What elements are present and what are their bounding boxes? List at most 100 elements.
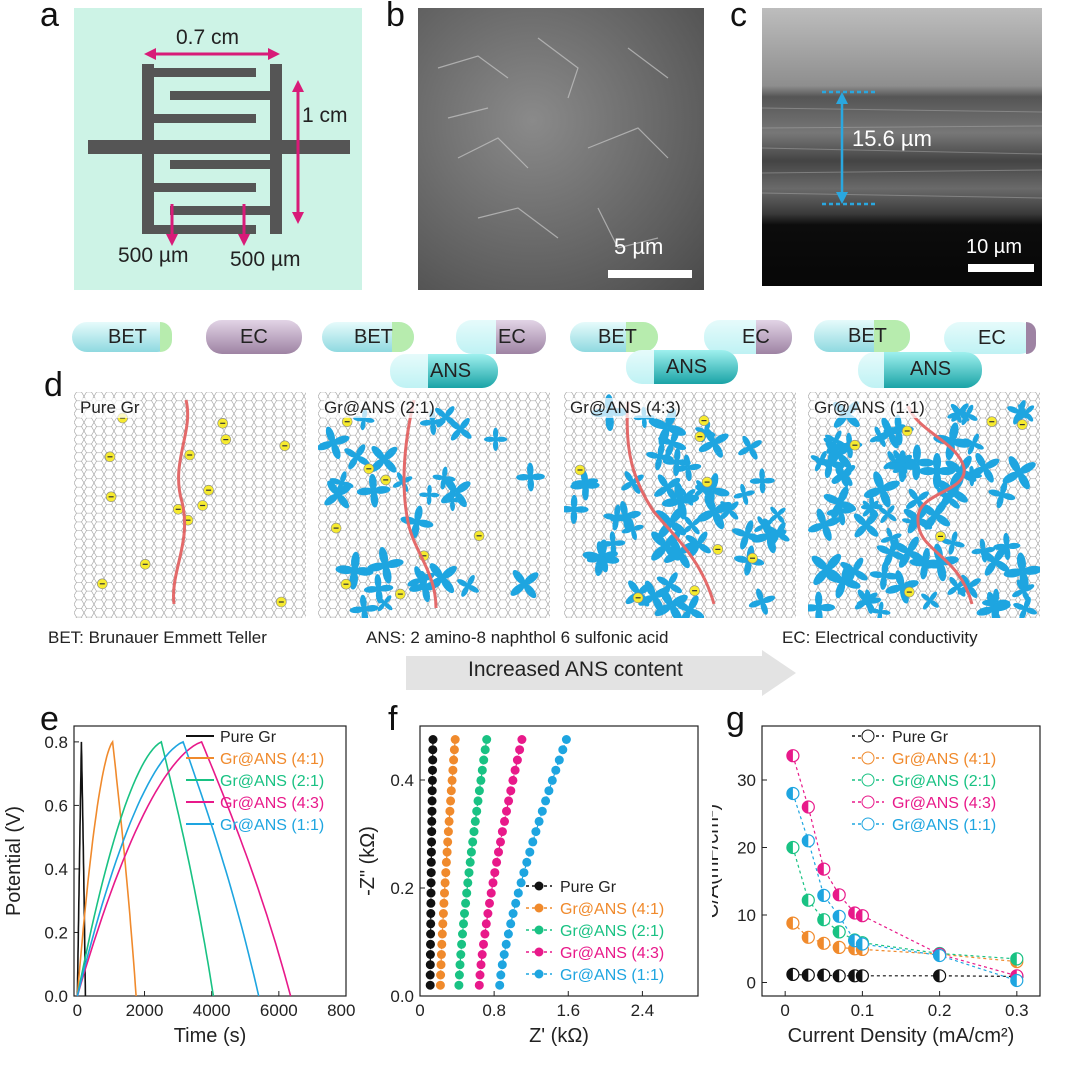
legend-marker — [534, 903, 544, 913]
x-tick-label: 2000 — [126, 1001, 164, 1020]
legend-entry: Gr@ANS (1:1) — [220, 817, 324, 834]
legend-marker — [534, 969, 544, 979]
ans-molecule — [962, 433, 984, 455]
y-axis-label: Potential (V) — [3, 806, 25, 916]
y-tick-label: 0.4 — [44, 860, 68, 879]
legend-entry: Gr@ANS (1:1) — [892, 817, 996, 834]
ans-bar-4: ANS — [858, 352, 982, 388]
x-axis-label: Z' (kΩ) — [529, 1025, 589, 1047]
data-point-fill — [802, 894, 809, 907]
legend-entry: Pure Gr — [892, 729, 949, 746]
data-point — [492, 857, 502, 867]
data-point-fill — [817, 969, 824, 982]
sheet-label: Gr@ANS (4:3) — [570, 398, 681, 418]
plot-frame — [419, 725, 699, 997]
ans-molecule — [869, 426, 891, 447]
panel-label-a: a — [40, 0, 59, 34]
series-line-0 — [792, 973, 1017, 977]
data-point — [443, 827, 453, 837]
y-tick-label: 0.4 — [390, 771, 414, 790]
ans-molecule — [950, 403, 970, 422]
series-line-3 — [76, 740, 292, 997]
legend-marker — [861, 773, 875, 787]
data-point — [496, 970, 506, 980]
sheet-label: Pure Gr — [80, 398, 140, 418]
width-label: 0.7 cm — [176, 26, 240, 49]
data-point — [475, 970, 485, 980]
data-point — [528, 837, 538, 847]
data-point — [437, 939, 447, 949]
legend-marker — [861, 817, 875, 831]
ans-molecule — [426, 563, 457, 594]
ans-molecule — [734, 545, 765, 576]
ans-molecule — [749, 468, 775, 494]
y-tick-label: 20 — [737, 839, 756, 858]
data-point — [479, 939, 488, 949]
plot-frame — [73, 725, 347, 997]
legend-entry: Pure Gr — [220, 729, 277, 746]
data-point — [449, 755, 459, 765]
series-line-4 — [76, 740, 260, 997]
ans-molecule — [510, 570, 539, 599]
data-point — [428, 765, 437, 775]
ans-molecule — [610, 501, 641, 532]
data-point-fill — [786, 968, 793, 981]
data-point — [482, 735, 492, 744]
bet-definition: BET: Brunauer Emmett Teller — [48, 628, 267, 647]
x-tick-label: 0.1 — [851, 1001, 875, 1020]
sheet-ans-2-1: Gr@ANS (2:1) — [316, 392, 550, 624]
ans-molecule — [863, 471, 900, 508]
ion-path-arrow — [625, 401, 716, 605]
data-point — [537, 806, 547, 816]
ans-molecule — [988, 481, 1016, 509]
legend-entry: Gr@ANS (4:1) — [892, 751, 996, 768]
data-point — [464, 868, 474, 878]
data-point-fill — [848, 907, 855, 919]
x-tick-label: 0.8 — [482, 1001, 506, 1020]
sem-texture — [437, 37, 669, 249]
x-tick-label: 1.6 — [556, 1001, 580, 1020]
legend-marker — [534, 947, 544, 957]
data-point — [426, 909, 436, 918]
y-tick-label: 10 — [737, 906, 756, 925]
height-label: 1 cm — [302, 104, 348, 127]
property-bars: BET EC BET EC ANS BET EC ANS BET EC ANS — [0, 318, 1068, 388]
data-point — [427, 837, 437, 847]
x-tick-label: 0.3 — [1005, 1001, 1029, 1020]
ans-molecule — [769, 506, 786, 524]
ans-molecule — [419, 484, 440, 505]
ion-path-arrow — [906, 405, 974, 605]
series-line-1 — [439, 739, 456, 986]
y-axis-label: C/A(mF/cm²) — [712, 804, 723, 918]
legend-entry: Gr@ANS (2:1) — [220, 773, 324, 790]
graphene-sheet — [74, 392, 306, 618]
legend-entry: Gr@ANS (4:1) — [560, 901, 664, 918]
ans-molecule — [376, 595, 393, 612]
ans-molecule — [1002, 456, 1036, 490]
data-point — [460, 909, 469, 918]
data-point — [501, 939, 511, 949]
data-point — [427, 827, 437, 837]
ans-molecule — [621, 471, 644, 494]
panel-label-b: b — [386, 0, 405, 34]
ans-molecule — [738, 435, 762, 460]
ans-molecule — [733, 483, 755, 505]
ans-molecule — [823, 486, 857, 519]
data-point-fill — [1010, 974, 1017, 987]
data-point-fill — [802, 834, 809, 847]
data-point — [427, 796, 437, 806]
scale-bar — [608, 270, 692, 278]
legend-marker — [861, 751, 875, 765]
ans-molecule — [654, 474, 681, 501]
series-line-2 — [458, 739, 488, 986]
data-point — [480, 745, 490, 755]
ans-molecule — [878, 505, 897, 523]
thickness-label: 15.6 µm — [852, 126, 932, 151]
ans-molecule — [808, 508, 841, 541]
gap-label-right: 500 µm — [230, 248, 301, 271]
data-point — [558, 745, 568, 755]
ans-molecule — [824, 440, 853, 469]
ans-molecule — [586, 541, 618, 573]
data-point — [500, 816, 509, 826]
data-point — [441, 868, 451, 878]
